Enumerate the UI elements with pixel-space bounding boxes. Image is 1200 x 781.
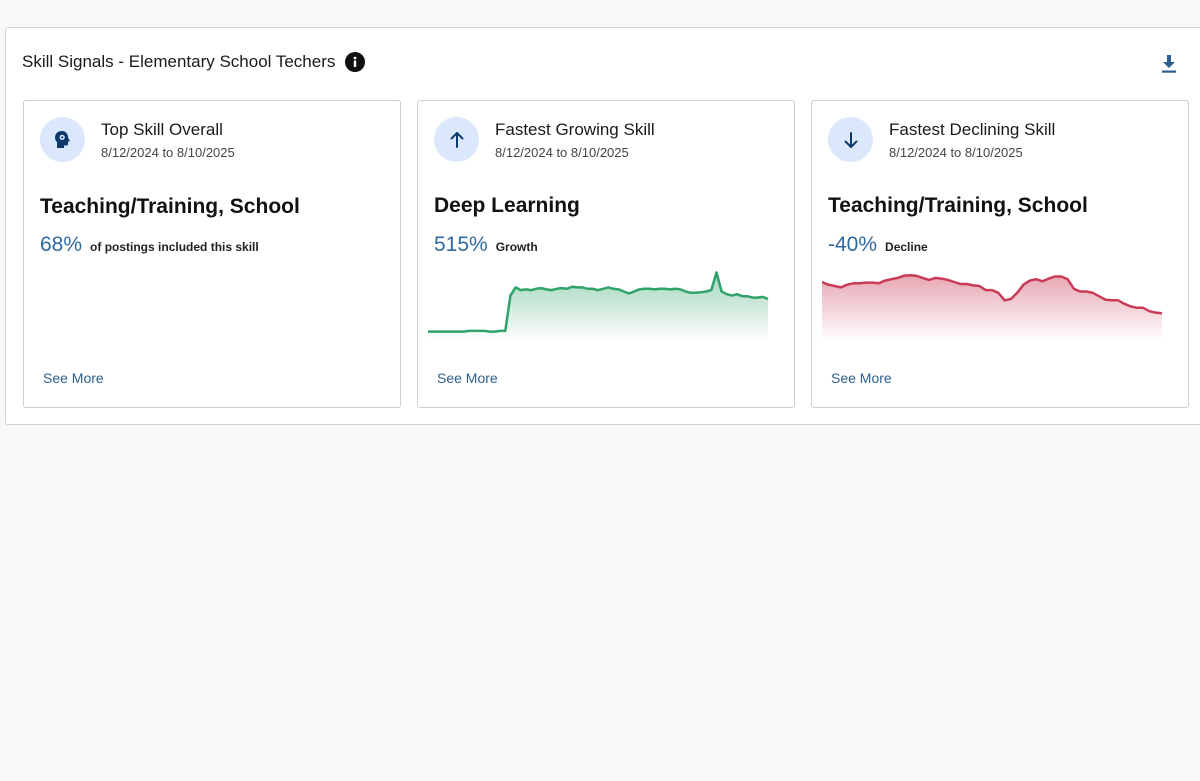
brain-head-icon — [40, 117, 85, 162]
skill-name: Teaching/Training, School — [40, 195, 300, 218]
panel-header: Skill Signals - Elementary School Techer… — [22, 52, 366, 72]
arrow-up-icon — [434, 117, 479, 162]
see-more-link[interactable]: See More — [43, 370, 104, 386]
card-date-range: 8/12/2024 to 8/10/2025 — [495, 145, 629, 160]
decline-line — [822, 273, 1163, 315]
see-more-link[interactable]: See More — [437, 370, 498, 386]
metric-caption: Growth — [495, 240, 538, 254]
card-top-skill: Top Skill Overall 8/12/2024 to 8/10/2025… — [23, 100, 401, 408]
decline-sparkline — [822, 273, 1163, 341]
metric: -40% Decline — [828, 233, 928, 257]
download-icon — [1162, 55, 1176, 73]
card-fastest-declining: Fastest Declining Skill 8/12/2024 to 8/1… — [811, 100, 1189, 408]
decline-area — [822, 275, 1162, 341]
metric-value: 515% — [434, 233, 488, 256]
skill-name: Deep Learning — [434, 194, 580, 217]
metric-caption: of postings included this skill — [90, 240, 259, 254]
see-more-link[interactable]: See More — [831, 370, 892, 386]
metric-value: -40% — [828, 233, 878, 256]
arrow-down-icon — [828, 117, 873, 162]
card-label: Fastest Growing Skill — [495, 120, 655, 139]
metric: 68% of postings included this skill — [40, 233, 259, 257]
info-icon[interactable] — [345, 52, 366, 72]
skill-name: Teaching/Training, School — [828, 194, 1088, 217]
metric: 515% Growth — [434, 233, 538, 257]
skill-signals-panel: Skill Signals - Elementary School Techer… — [5, 27, 1200, 425]
download-button[interactable] — [1157, 52, 1181, 76]
panel-title: Skill Signals - Elementary School Techer… — [22, 52, 336, 71]
metric-value: 68% — [40, 233, 83, 256]
card-date-range: 8/12/2024 to 8/10/2025 — [101, 145, 235, 160]
card-date-range: 8/12/2024 to 8/10/2025 — [889, 145, 1023, 160]
growth-sparkline — [428, 271, 769, 341]
metric-caption: Decline — [885, 240, 928, 254]
growth-area — [428, 272, 768, 341]
growth-line — [428, 271, 769, 333]
card-fastest-growing: Fastest Growing Skill 8/12/2024 to 8/10/… — [417, 100, 795, 408]
card-label: Top Skill Overall — [101, 120, 223, 139]
card-label: Fastest Declining Skill — [889, 120, 1056, 139]
